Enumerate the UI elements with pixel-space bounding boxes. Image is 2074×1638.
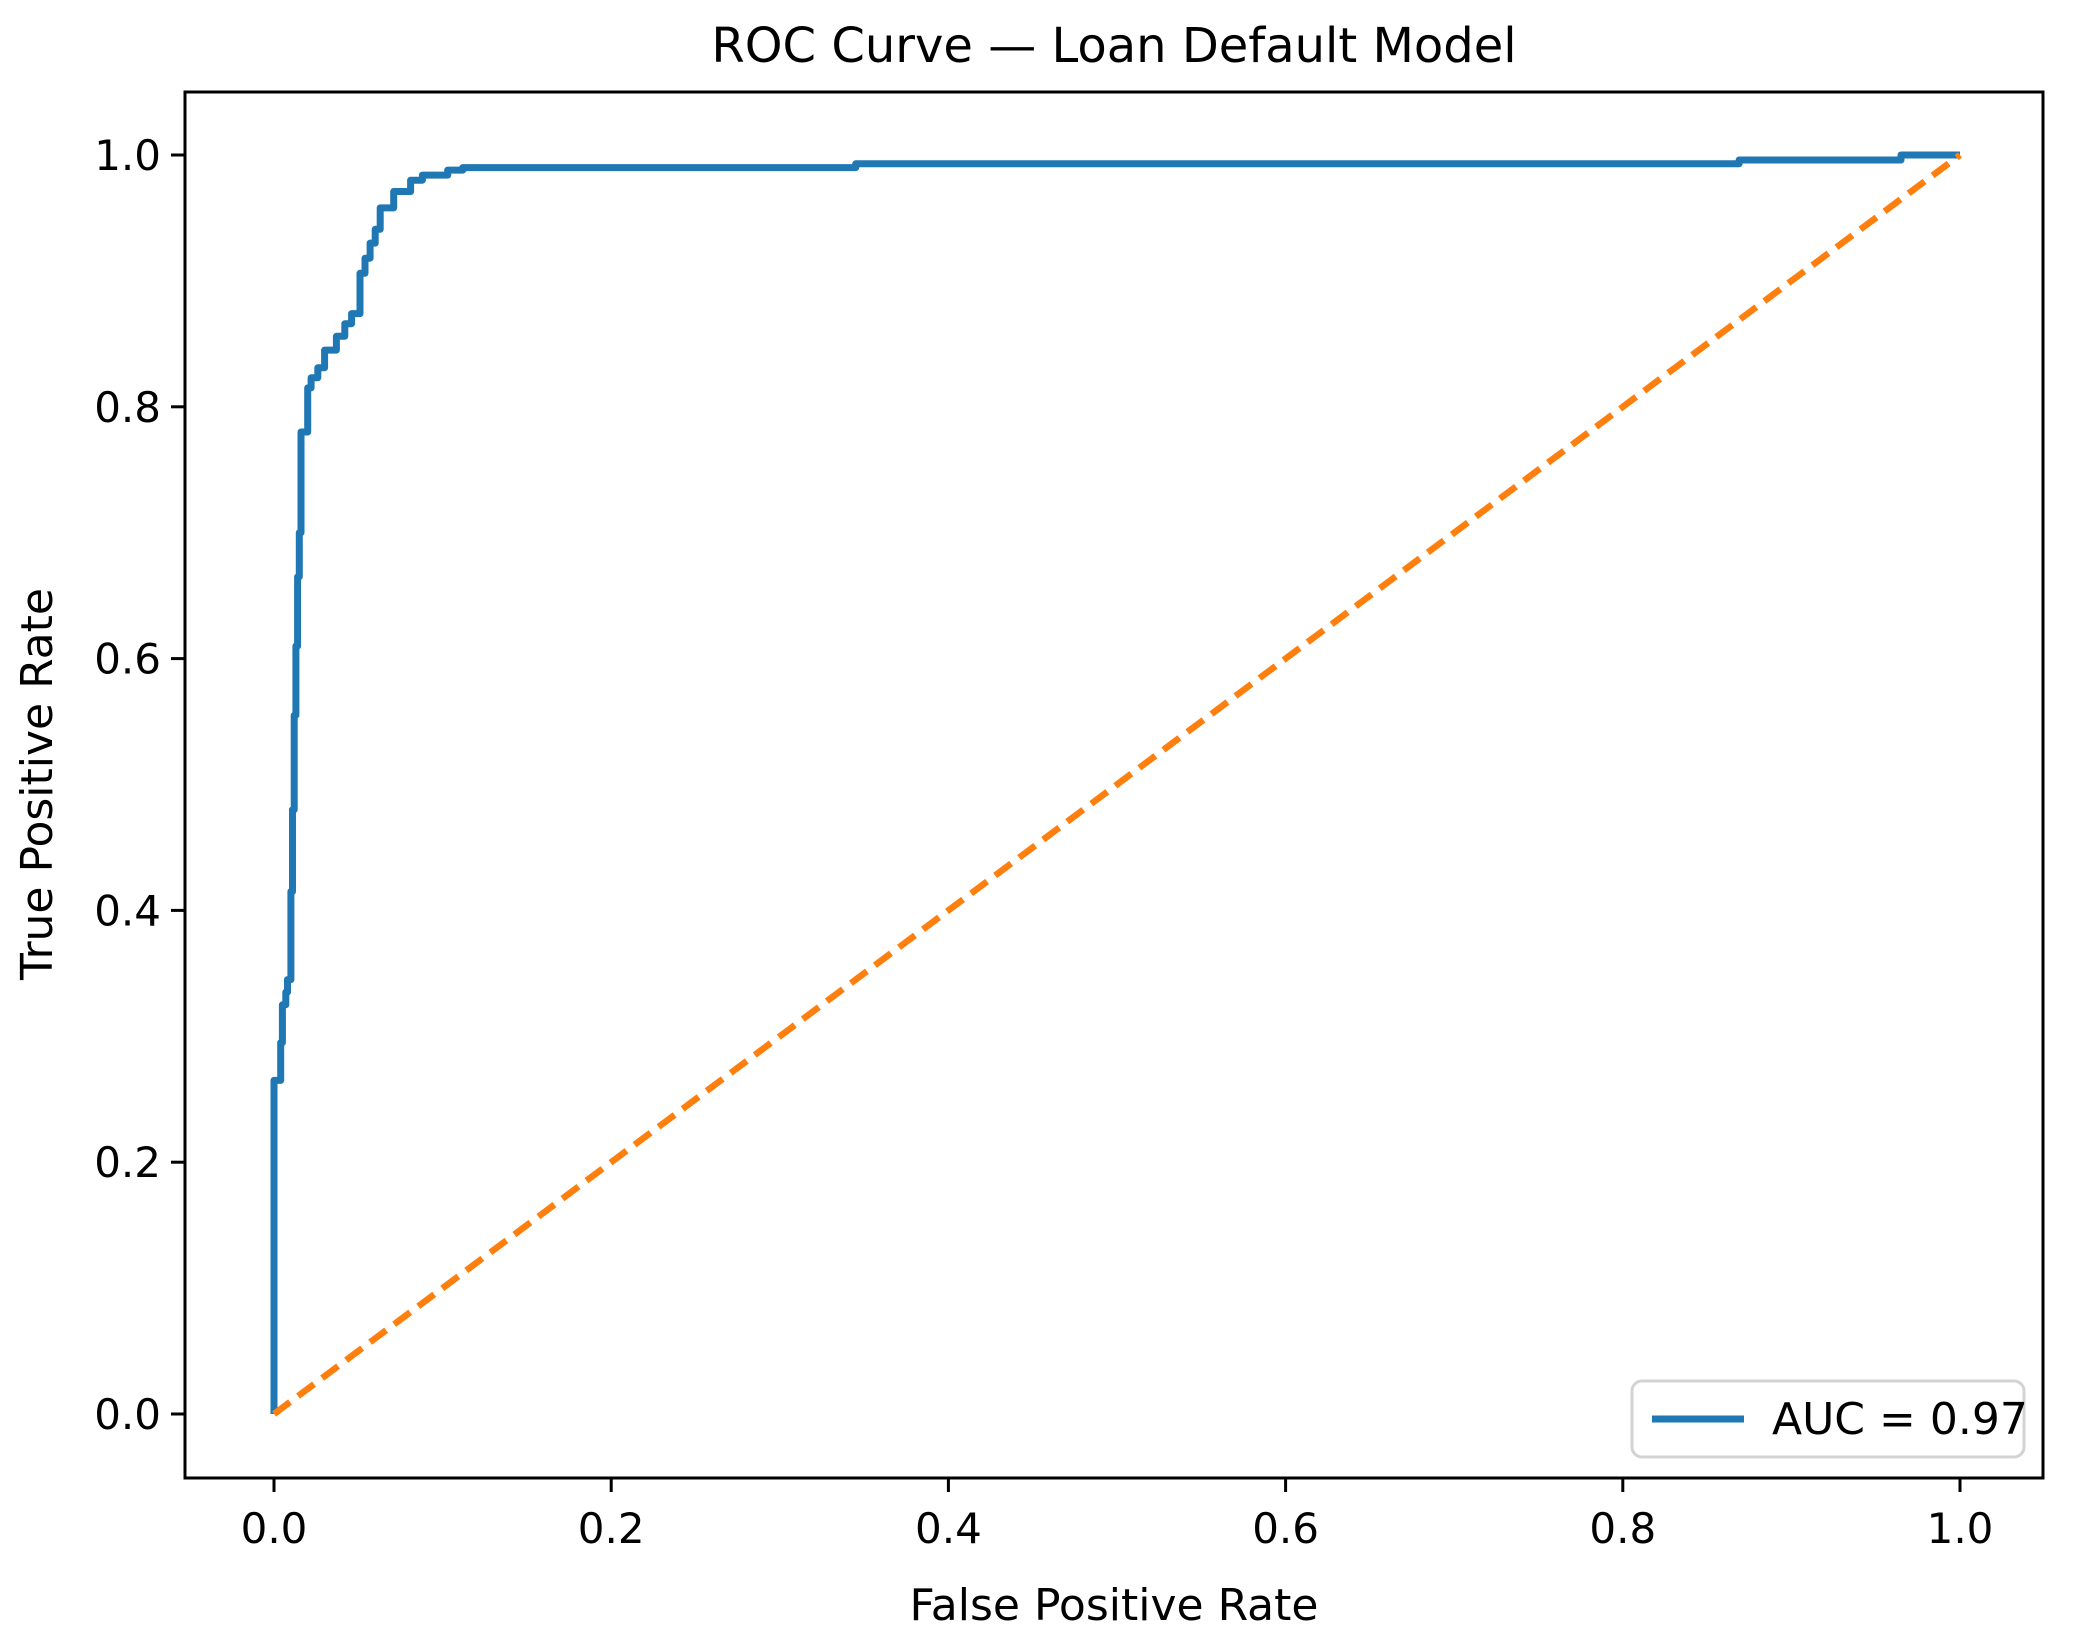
y-tick-label: 0.0 [94,1390,161,1439]
roc-curve-line [270,151,1960,1414]
legend: AUC = 0.97 [1630,1379,2028,1459]
series-layer [270,151,1962,1417]
x-tick-label: 0.8 [1589,1504,1656,1553]
y-tick-label: 0.8 [94,383,161,432]
legend-box [1630,1379,2026,1459]
y-axis-label: True Positive Rate [12,588,63,981]
chart-title: ROC Curve — Loan Default Model [711,18,1516,74]
y-tick-label: 0.2 [94,1138,161,1187]
x-tick-label: 0.2 [578,1504,645,1553]
x-tick-label: 1.0 [1927,1504,1994,1553]
chance-diagonal-line [272,152,1962,1417]
x-tick-label: 0.0 [241,1504,308,1553]
y-tick-label: 1.0 [94,131,161,180]
x-axis-label: False Positive Rate [910,1580,1319,1631]
axis-ticks: 0.0 0.2 0.4 0.6 0.8 1.0 0.0 0.2 0.4 0.6 0.8 1.0 [94,131,1993,1553]
x-tick-label: 0.6 [1252,1504,1319,1553]
x-tick-label: 0.4 [915,1504,982,1553]
legend-label: AUC = 0.97 [1772,1394,2028,1445]
y-tick-label: 0.4 [94,886,161,935]
y-tick-label: 0.6 [94,635,161,684]
